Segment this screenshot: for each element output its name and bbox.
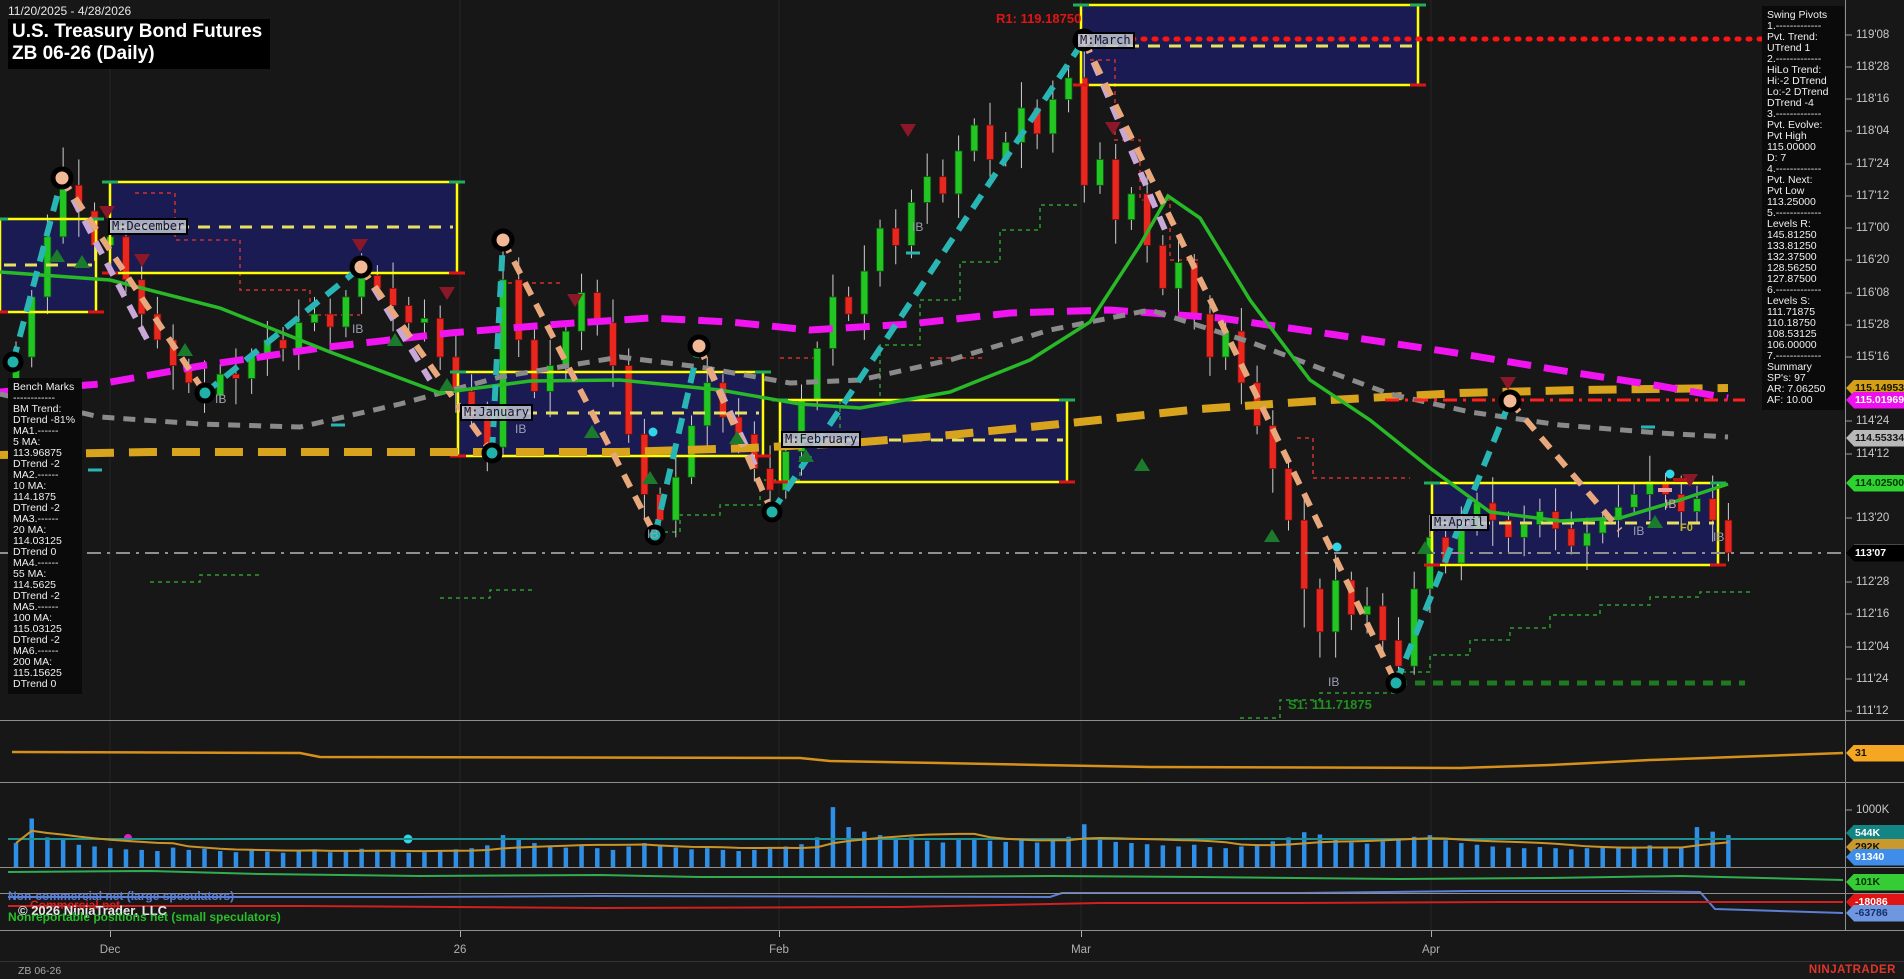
swing-zigzags [10,38,1623,685]
price-axis-label: 111'24 [1856,673,1889,685]
price-axis-label: 112'04 [1856,641,1890,653]
month-label-chip: M:March [1076,32,1135,49]
month-label-chip: M:January [460,404,534,421]
time-axis-tick [1431,931,1432,937]
chart-title: U.S. Treasury Bond Futures ZB 06-26 (Dai… [8,19,271,69]
time-axis-label: Mar [1071,944,1091,956]
price-axis-label: 112'28 [1856,576,1890,588]
level-lines [0,36,1846,686]
time-axis-tick [779,931,780,937]
price-axis-label: 1000K [1856,804,1890,816]
time-axis-tick [460,931,461,937]
ninjatrader-brand: NINJATRADER [1808,964,1896,976]
moving-averages [0,193,1729,523]
price-axis-label: 115'28 [1856,319,1890,331]
price-axis-label: 116'20 [1856,254,1890,266]
chart-annotation: IB [1713,530,1725,544]
time-axis-label: Feb [769,944,789,956]
ma-20-green [0,193,1729,523]
price-axis-label: 114'12 [1856,448,1890,460]
month-label-chip: M:April [1430,514,1489,531]
price-tag: 114.02500 [1846,474,1904,492]
time-axis-tick [1081,931,1082,937]
title-line2: ZB 06-26 (Daily) [12,43,155,64]
price-tag: 115.01969 [1846,391,1904,409]
chart-annotation: S1: 111.71875 [1288,697,1372,712]
chart-annotation: R1: 119.18750 [996,11,1082,26]
chart-annotation: IB [215,392,227,406]
time-axis-label: 26 [453,944,467,956]
time-axis-tick [110,931,111,937]
chart-annotation: IB [647,527,659,541]
commercial-net-line [8,901,1843,910]
ma-200-gold [0,384,1729,459]
price-axis-label: 118'16 [1856,93,1890,105]
chart-annotation: IB [912,220,924,234]
price-axis-label: 119'08 [1856,29,1890,41]
time-axis-label: Dec [99,944,121,956]
chart-annotation: IB [352,322,364,336]
price-axis-label: 112'16 [1856,608,1890,620]
time-axis-label: Apr [1422,944,1440,956]
price-axis-label: 114'24 [1856,415,1890,427]
price-axis-label: 116'08 [1856,287,1890,299]
price-tag: 101K [1846,873,1904,891]
status-symbol: ZB 06-26 [18,965,62,977]
pivot-markers [2,28,1698,844]
price-axis-label: 113'20 [1856,512,1890,524]
price-tag: -63786 [1846,904,1904,922]
month-label-chip: M:February [781,431,862,448]
price-axis-label: 118'28 [1856,61,1890,73]
price-tag: 113'07 [1846,544,1904,562]
price-axis-label: 115'16 [1856,351,1890,363]
cot-legend-label: Nonreportable positions net (small specu… [8,910,281,924]
price-axis-label: 118'04 [1856,125,1890,137]
title-line1: U.S. Treasury Bond Futures [12,21,263,42]
month-label-chip: M:December [108,218,189,235]
status-bar: ZB 06-26 NINJATRADER [0,961,1904,979]
cot-legend-label: © 2026 NinjaTrader, LLC [18,903,168,918]
chart-annotation: IB [1665,497,1677,511]
ma-55-gray [0,307,1729,440]
price-axis-label: 117'24 [1856,158,1890,170]
price-tag: 544K [1846,824,1904,842]
candlesticks [12,35,1733,682]
price-axis-label: 117'12 [1856,190,1890,202]
zigzag-salmon [59,38,1623,685]
date-range: 11/20/2025 - 4/28/2026 [8,4,132,18]
price-tag: 91340 [1846,848,1904,866]
chart-annotation: IB [1328,675,1340,689]
chart-annotation: F0 [1680,522,1693,534]
swing-pivots-panel: Swing Pivots 1.------------- Pvt. Trend:… [1762,6,1844,410]
price-axis-label: 117'00 [1856,222,1890,234]
bench-marks-panel: Bench Marks ------------ BM Trend: DTren… [8,378,82,694]
price-tag: 31 [1846,744,1904,762]
axes [0,0,1904,931]
price-tag: 114.55334 [1846,429,1904,447]
cot-legend-label: Non-commercial net (large speculators) [8,889,235,903]
price-axis-label: 111'12 [1856,705,1889,717]
chart-annotation: IB [1633,524,1645,538]
ma-100-magenta [0,306,1729,402]
cot-legend-label: Commercial net [30,898,121,912]
indicator-panels [7,750,1844,914]
chart-annotation: IB [515,422,527,436]
